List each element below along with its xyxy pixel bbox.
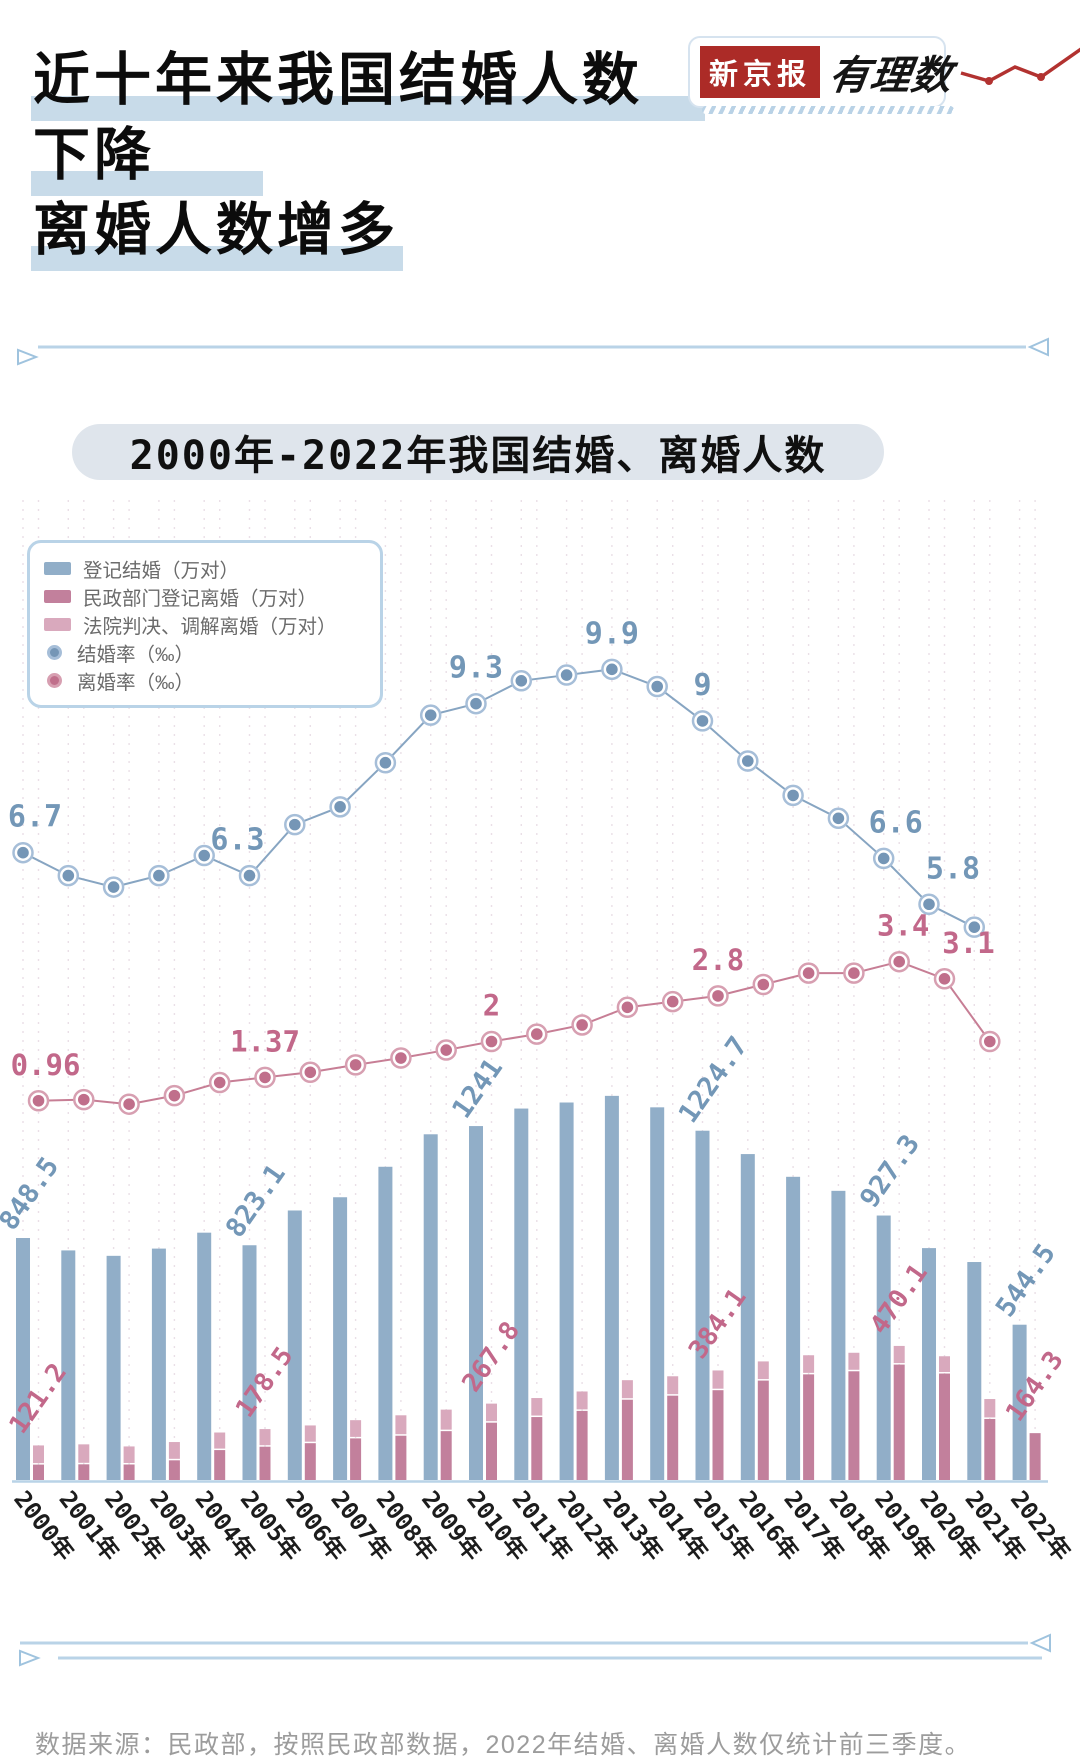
logo-column: 有理数 xyxy=(826,43,1080,101)
left-arrow-icon xyxy=(1027,337,1049,357)
legend-item-0: 登记结婚（万对） xyxy=(44,554,366,582)
legend-dot-icon xyxy=(47,644,62,660)
svg-text:2009年: 2009年 xyxy=(416,1485,487,1565)
svg-text:121.2: 121.2 xyxy=(4,1358,73,1439)
svg-text:384.1: 384.1 xyxy=(683,1283,752,1364)
svg-text:2001年: 2001年 xyxy=(54,1485,125,1565)
legend-dot-icon xyxy=(47,672,62,688)
legend-label: 民政部门登记离婚（万对） xyxy=(83,587,318,610)
legend-swatch-icon xyxy=(44,589,71,603)
svg-text:2022年: 2022年 xyxy=(1005,1485,1076,1565)
svg-text:927.3: 927.3 xyxy=(854,1129,926,1213)
svg-text:2: 2 xyxy=(483,989,500,1023)
svg-text:2007年: 2007年 xyxy=(325,1485,396,1565)
legend-item-3: 结婚率（‰） xyxy=(44,638,366,666)
left-arrow-icon xyxy=(1029,1633,1051,1653)
svg-text:6.3: 6.3 xyxy=(210,823,264,858)
svg-text:2015年: 2015年 xyxy=(688,1485,759,1565)
legend-item-2: 法院判决、调解离婚（万对） xyxy=(44,610,366,638)
svg-text:2018年: 2018年 xyxy=(824,1485,895,1565)
svg-text:2.8: 2.8 xyxy=(692,943,744,977)
legend-item-4: 离婚率（‰） xyxy=(44,666,366,694)
chart-title: 2000年-2022年我国结婚、离婚人数 xyxy=(72,424,884,480)
svg-text:2000年: 2000年 xyxy=(8,1485,79,1565)
main-title-line-3: 离婚人数增多 xyxy=(31,198,403,271)
legend-label: 离婚率（‰） xyxy=(77,671,195,694)
svg-text:2019年: 2019年 xyxy=(869,1485,940,1565)
svg-text:2021年: 2021年 xyxy=(960,1485,1031,1565)
legend-label: 登记结婚（万对） xyxy=(83,559,240,582)
svg-text:1224.7: 1224.7 xyxy=(673,1031,754,1129)
source-note: 数据来源：民政部，按照民政部数据，2022年结婚、离婚人数仅统计前三季度。 xyxy=(35,1731,972,1758)
logo-column-name: 有理数 xyxy=(826,54,956,98)
svg-text:9: 9 xyxy=(693,668,711,703)
svg-text:848.5: 848.5 xyxy=(0,1152,65,1236)
svg-text:178.5: 178.5 xyxy=(230,1342,299,1423)
svg-text:2017年: 2017年 xyxy=(778,1485,849,1565)
main-title-line-1: 近十年来我国结婚人数 xyxy=(31,48,705,121)
svg-text:3.4: 3.4 xyxy=(877,909,929,943)
top-divider xyxy=(17,337,1049,366)
svg-text:1241: 1241 xyxy=(446,1053,509,1124)
svg-text:2010年: 2010年 xyxy=(461,1485,532,1565)
svg-text:5.8: 5.8 xyxy=(926,851,980,886)
svg-text:2016年: 2016年 xyxy=(733,1485,804,1565)
svg-text:2005年: 2005年 xyxy=(235,1485,306,1565)
svg-text:2012年: 2012年 xyxy=(552,1485,623,1565)
svg-text:164.3: 164.3 xyxy=(1000,1346,1069,1427)
svg-text:2013年: 2013年 xyxy=(597,1485,668,1565)
svg-text:544.5: 544.5 xyxy=(990,1238,1062,1322)
svg-text:0.96: 0.96 xyxy=(11,1048,81,1082)
legend-swatch-icon xyxy=(44,617,71,631)
right-arrow-icon xyxy=(19,1649,41,1667)
chart-legend: 登记结婚（万对） 民政部门登记离婚（万对） 法院判决、调解离婚（万对） 结婚率（‰） 离… xyxy=(27,540,383,708)
svg-text:6.6: 6.6 xyxy=(869,805,923,840)
svg-text:6.7: 6.7 xyxy=(8,800,62,835)
svg-text:2011年: 2011年 xyxy=(507,1485,578,1565)
svg-text:2006年: 2006年 xyxy=(280,1485,351,1565)
svg-text:9.3: 9.3 xyxy=(449,651,503,686)
svg-text:2014年: 2014年 xyxy=(642,1485,713,1565)
svg-text:2003年: 2003年 xyxy=(144,1485,215,1565)
right-arrow-icon xyxy=(17,348,39,366)
svg-text:823.1: 823.1 xyxy=(220,1159,292,1243)
logo-trend-line-icon xyxy=(960,47,1080,85)
svg-text:2008年: 2008年 xyxy=(371,1485,442,1565)
svg-text:2004年: 2004年 xyxy=(189,1485,260,1565)
svg-text:470.1: 470.1 xyxy=(864,1259,933,1340)
legend-item-1: 民政部门登记离婚（万对） xyxy=(44,582,366,610)
svg-text:3.1: 3.1 xyxy=(942,926,994,960)
bottom-divider xyxy=(19,1633,1051,1667)
main-title-line-2: 下降 xyxy=(31,123,263,196)
svg-text:2020年: 2020年 xyxy=(914,1485,985,1565)
svg-text:267.8: 267.8 xyxy=(457,1316,526,1397)
legend-swatch-icon xyxy=(44,561,71,575)
legend-label: 结婚率（‰） xyxy=(77,643,195,666)
brand-badge: 新京报 xyxy=(700,46,821,98)
brand-logo: 新京报 有理数 xyxy=(688,36,1080,114)
svg-text:9.9: 9.9 xyxy=(585,616,639,651)
svg-text:1.37: 1.37 xyxy=(230,1024,300,1058)
svg-text:2002年: 2002年 xyxy=(99,1485,170,1565)
legend-label: 法院判决、调解离婚（万对） xyxy=(83,615,337,638)
